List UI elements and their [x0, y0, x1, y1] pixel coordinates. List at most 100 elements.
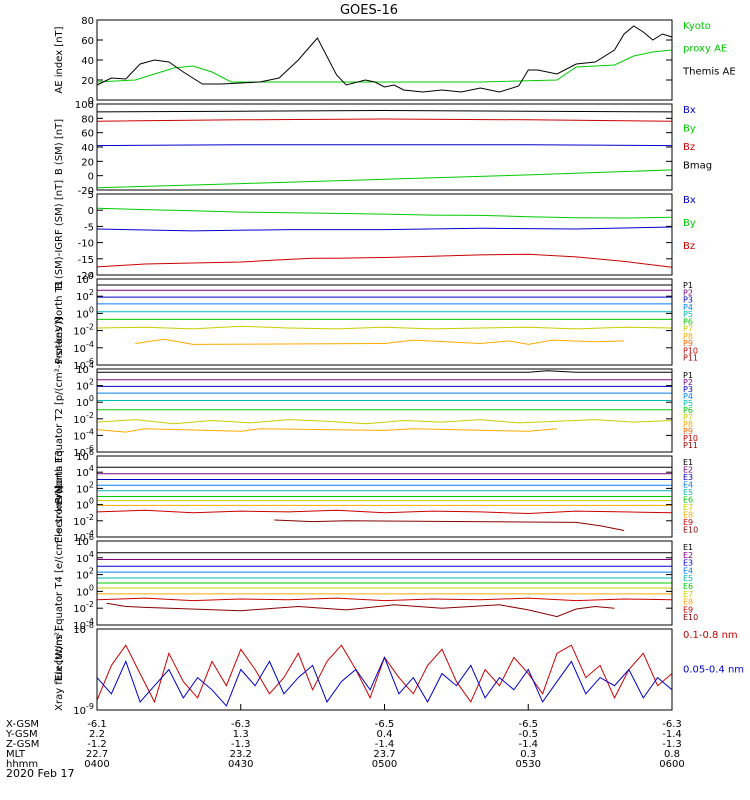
series-line-1-2	[96, 25, 673, 93]
orbit-value: 0.3	[520, 749, 536, 760]
y-tick-label: 10-4	[73, 427, 94, 442]
legend-entry: E4	[683, 566, 693, 575]
legend-entry: E2	[683, 466, 693, 475]
series-line-2-1	[96, 144, 673, 147]
y-tick-label: 10-2	[73, 411, 94, 426]
legend-entry: P5	[683, 399, 693, 408]
legend-entry: By	[683, 124, 696, 135]
legend-entry: 0.05-0.4 nm	[683, 665, 744, 676]
legend-entry: E8	[683, 511, 693, 520]
orbit-value: 0.8	[664, 749, 680, 760]
legend-entry: P2	[683, 288, 693, 297]
legend-entry: By	[683, 218, 696, 229]
legend-entry: P1	[683, 371, 693, 380]
y-tick-label: 80	[81, 16, 94, 27]
legend-entry: Bx	[683, 195, 696, 206]
legend-entry: P4	[683, 392, 693, 401]
orbit-row-label: Y-GSM	[5, 729, 38, 740]
y-axis-label: Protons North T1	[54, 280, 65, 364]
y-axis-label: Protons Equator T2 [p/(cm²-s-sr-keV)]	[54, 317, 65, 504]
legend-entry: P6	[683, 317, 693, 326]
orbit-table: X-GSM -6.1 -6.3 -6.5 -6.5 -6.3Y-GSM 2.2 1.3 0.4-…	[5, 719, 685, 770]
y-tick-label: 20	[81, 76, 94, 87]
y-axis-label: Xray flux [W/m²]	[54, 628, 65, 711]
legend-entry: E10	[683, 526, 698, 535]
y-tick-label: -10	[78, 239, 94, 250]
y-axis-label: B (SM) [nT]	[54, 119, 65, 175]
legend-entry: E3	[683, 559, 693, 568]
series-line-6-9	[96, 509, 673, 515]
series-line-8-2	[96, 656, 673, 707]
panel-frame	[96, 193, 673, 276]
orbit-row-label: X-GSM	[6, 719, 39, 730]
legend-entry: Kyoto	[683, 21, 711, 32]
legend-entry: P10	[683, 434, 698, 443]
series-line-7-9	[96, 597, 673, 602]
legend-entry: Bx	[683, 105, 696, 116]
series-line-5-8	[96, 428, 558, 433]
panel-2: -20 0 20 40 60 80 100 B (SM) [nT] Bx By Bz Bmag	[54, 100, 712, 197]
legend-entry: E8	[683, 598, 693, 607]
orbit-row-label: Z-GSM	[6, 739, 39, 750]
orbit-row-label: MLT	[6, 749, 26, 760]
y-tick-label: 10-2	[73, 513, 94, 528]
y-tick-label: 100	[76, 394, 94, 409]
panel-frame	[96, 103, 673, 191]
y-tick-label: 102	[76, 288, 94, 303]
series-line-2-3	[96, 118, 673, 122]
legend-entry: P3	[683, 385, 693, 394]
series-line-4-7	[96, 325, 673, 330]
y-tick-label: 100	[75, 100, 94, 111]
y-tick-label: -20	[78, 186, 94, 197]
y-axis-label: Electrons North T3	[54, 450, 65, 543]
legend-entry: P10	[683, 346, 698, 355]
orbit-value: -1.3	[231, 739, 251, 750]
legend-entry: E3	[683, 473, 693, 482]
y-tick-label: 80	[81, 114, 94, 125]
legend-entry: E9	[683, 518, 693, 527]
date-label: 2020 Feb 17	[6, 767, 74, 780]
y-tick-label: 104	[76, 464, 94, 479]
orbit-row-label: hhmm	[6, 759, 38, 770]
orbit-value: 23.2	[230, 749, 252, 760]
legend-entry: E1	[683, 458, 693, 467]
series-line-1-1	[96, 49, 673, 83]
series-line-2-4	[96, 109, 673, 113]
orbit-value: -6.5	[375, 719, 395, 730]
legend-entry: E7	[683, 503, 693, 512]
y-tick-label: 60	[81, 129, 94, 140]
orbit-value: -6.1	[87, 719, 107, 730]
legend-entry: Themis AE	[682, 66, 736, 77]
orbit-value: 23.7	[373, 749, 395, 760]
y-tick-label: 5	[88, 190, 94, 201]
panel-frame	[96, 368, 673, 453]
orbit-value: -1.4	[375, 739, 395, 750]
orbit-value: -6.3	[662, 719, 682, 730]
legend-entry: P4	[683, 303, 693, 312]
y-tick-label: 100	[76, 305, 94, 320]
series-line-4-8	[135, 338, 625, 345]
orbit-value: -1.2	[87, 739, 107, 750]
series-line-3-1	[96, 207, 673, 219]
y-tick-label: 60	[81, 36, 94, 47]
series-line-6-10	[274, 519, 625, 531]
y-tick-label: -15	[78, 255, 94, 266]
legend-entry: E6	[683, 496, 693, 505]
y-tick-label: 10-9	[73, 702, 94, 717]
legend-entry: E2	[683, 551, 693, 560]
legend-entry: P11	[683, 354, 698, 363]
legend-entry: P9	[683, 339, 693, 348]
orbit-value: 0.4	[377, 729, 393, 740]
orbit-value: -0.5	[518, 729, 538, 740]
orbit-value: -1.4	[518, 739, 538, 750]
legend-entry: P11	[683, 441, 698, 450]
y-tick-label: 0	[88, 96, 94, 107]
orbit-value: 2.2	[89, 729, 105, 740]
series-line-3-3	[96, 253, 673, 268]
legend-entry: P7	[683, 413, 693, 422]
legend-entry: Bz	[683, 142, 695, 153]
